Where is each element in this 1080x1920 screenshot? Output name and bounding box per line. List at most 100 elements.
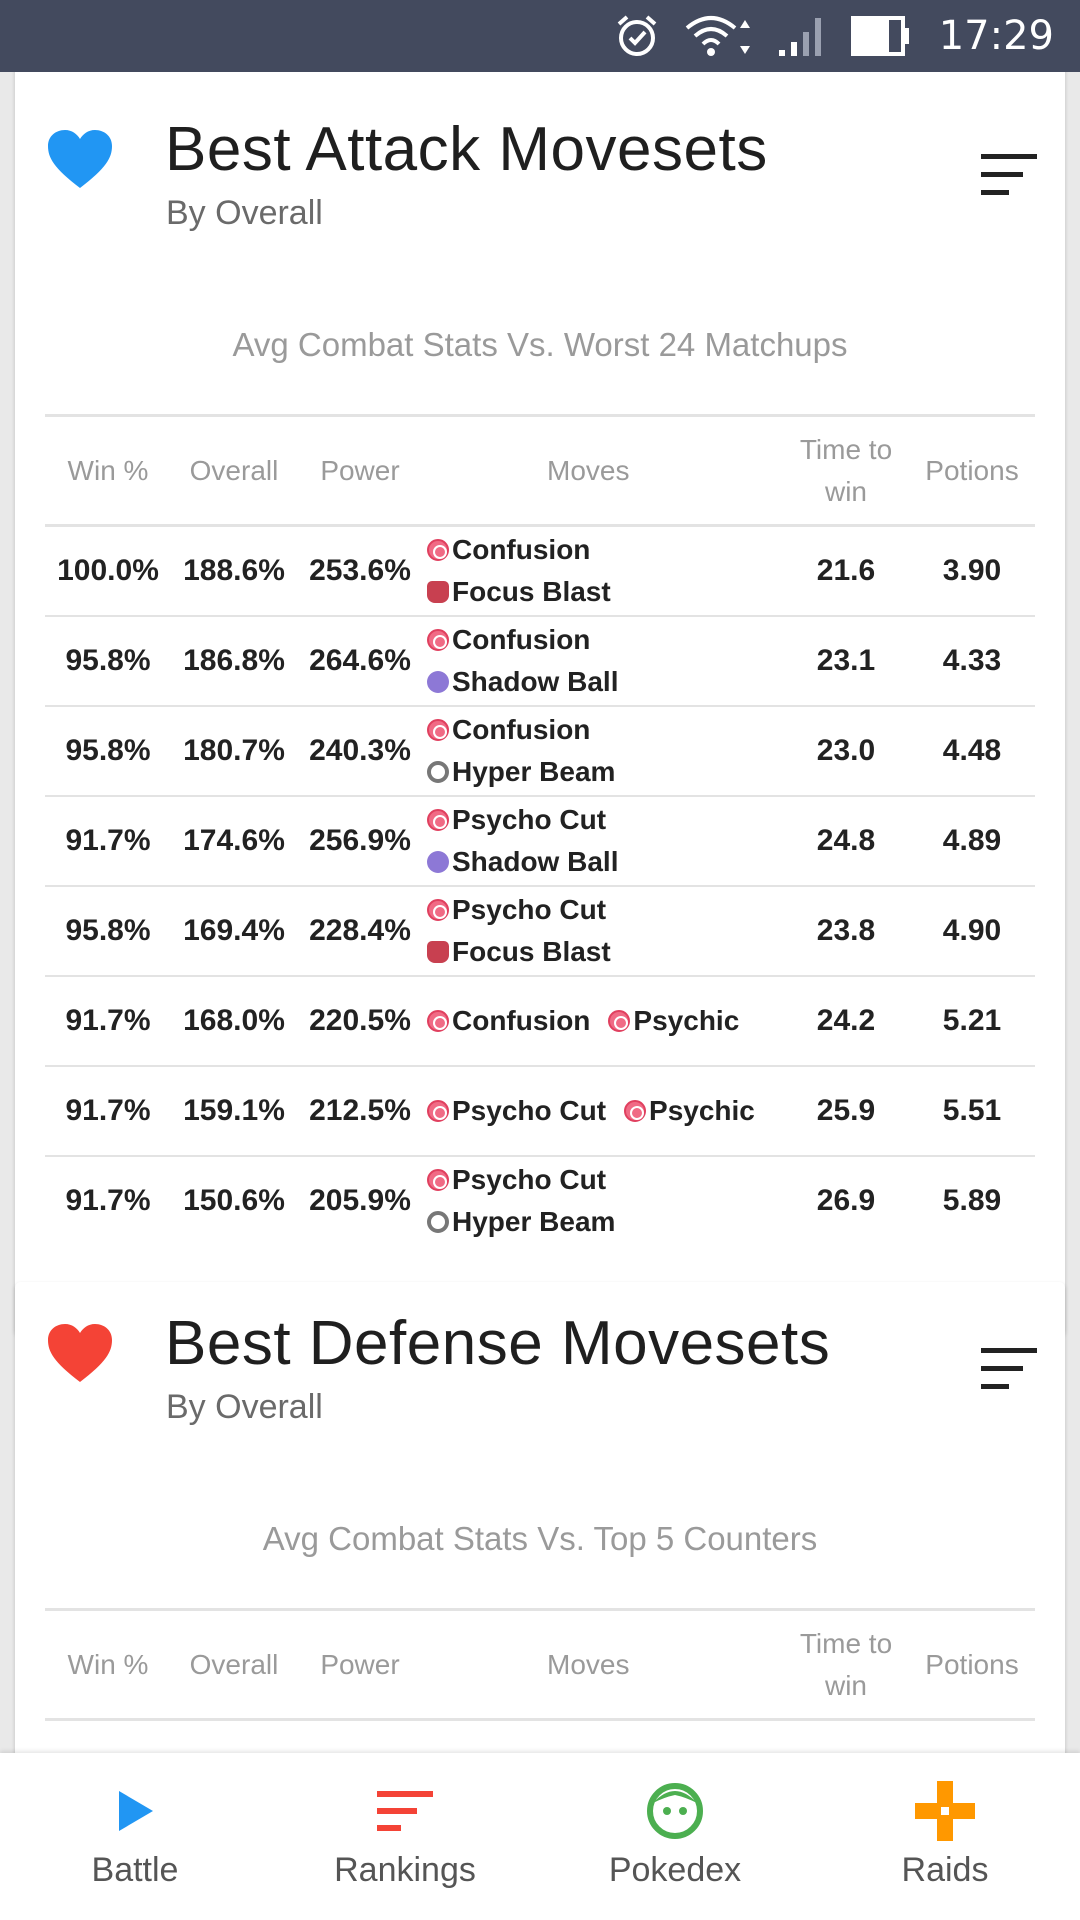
cell-win: 95.8% [45, 705, 171, 797]
table-row[interactable]: 91.7% 159.1% 212.5% Psycho Cut Psychic 25.9 5.… [45, 1065, 1035, 1157]
header-overall[interactable]: Overall [171, 1608, 297, 1721]
header-win[interactable]: Win % [45, 1608, 171, 1721]
charge-move: Hyper Beam [427, 751, 783, 793]
cell-time: 24.2 [783, 975, 909, 1067]
cell-time: 23.0 [783, 705, 909, 797]
psychic-type-icon [427, 1009, 449, 1032]
psychic-type-icon [608, 1009, 631, 1032]
cell-potions: 5.21 [909, 975, 1035, 1067]
cell-win: 95.8% [45, 885, 171, 977]
cell-moves: Confusion Hyper Beam [423, 705, 783, 797]
header-moves[interactable]: Moves [423, 1608, 783, 1721]
charge-move: Psychic [608, 1000, 739, 1042]
header-win[interactable]: Win % [45, 414, 171, 527]
cell-potions: 4.33 [909, 615, 1035, 707]
clock-time: 17:29 [938, 13, 1054, 59]
header-power[interactable]: Power [297, 1608, 423, 1721]
fast-move: Confusion [427, 619, 783, 661]
moveset-table: Win % Overall Power Moves Time to win Po… [45, 414, 1035, 1246]
header-time[interactable]: Time to win [783, 1608, 909, 1721]
header-potions[interactable]: Potions [909, 1608, 1035, 1721]
sort-icon[interactable] [981, 1348, 1037, 1390]
ghost-type-icon [427, 670, 449, 693]
move-label: Shadow Ball [452, 665, 619, 697]
fast-move: Psycho Cut [427, 889, 783, 931]
move-label: Confusion [452, 1004, 591, 1036]
cell-power: 220.5% [297, 975, 423, 1067]
cell-potions: 5.89 [942, 1184, 1002, 1217]
move-label: Hyper Beam [452, 755, 616, 787]
battery-icon [850, 14, 911, 58]
cell-time: 21.6 [783, 525, 909, 617]
ghost-type-icon [427, 850, 449, 873]
move-label: Psychic [649, 1094, 755, 1126]
table-row[interactable]: 91.7% 174.6% 256.9% Psycho Cut Shadow Ball 24… [45, 795, 1035, 887]
heart-icon [48, 1324, 112, 1382]
table-row[interactable]: 91.7% 150.6% 205.9% Psycho Cut Hyper Beam 26.… [45, 1156, 1035, 1246]
sort-icon[interactable] [981, 154, 1037, 196]
alarm-icon [613, 12, 661, 60]
cell-moves: Psycho Cut Focus Blast [423, 885, 783, 977]
normal-type-icon [427, 760, 449, 783]
fast-move: Confusion [427, 529, 783, 571]
move-label: Psycho Cut [452, 803, 607, 835]
fast-move: Confusion [427, 709, 783, 751]
cell-potions: 4.90 [909, 885, 1035, 977]
cell-moves: Psycho Cut Psychic [423, 1065, 783, 1157]
raids-cross-icon [913, 1781, 977, 1841]
move-label: Confusion [452, 713, 591, 745]
table-row[interactable]: 95.8% 169.4% 228.4% Psycho Cut Focus Blast 23… [45, 885, 1035, 977]
charge-move: Focus Blast [427, 931, 783, 973]
scroll-content[interactable]: Best Attack Movesets By Overall Avg Comb… [0, 72, 1080, 1753]
cell-power: 228.4% [297, 885, 423, 977]
table-row[interactable]: 95.8% 180.7% 240.3% Confusion Hyper Beam 23.0… [45, 705, 1035, 797]
card-caption: Avg Combat Stats Vs. Worst 24 Matchups [232, 326, 848, 363]
cell-power: 240.3% [297, 705, 423, 797]
table-row[interactable]: 95.8% 186.8% 264.6% Confusion Shadow Ball 23.… [45, 615, 1035, 707]
defense-movesets-card: Best Defense Movesets By Overall Avg Com… [15, 1282, 1065, 1753]
move-label: Hyper Beam [452, 1206, 616, 1237]
move-label: Focus Blast [452, 935, 611, 967]
cell-power: 264.6% [297, 615, 423, 707]
cell-time: 23.1 [783, 615, 909, 707]
cell-overall: 180.7% [171, 705, 297, 797]
status-bar: 17:29 [0, 0, 1080, 72]
psychic-type-icon [427, 538, 449, 561]
table-row[interactable]: 91.7% 168.0% 220.5% Confusion Psychic 24.2 5.2… [45, 975, 1035, 1067]
header-time[interactable]: Time to win [783, 414, 909, 527]
charge-move: Focus Blast [427, 571, 783, 613]
bottom-navigation: Battle Rankings Pokedex Raids [0, 1753, 1080, 1920]
cell-moves: Psycho Cut Shadow Ball [423, 795, 783, 887]
cell-moves: Psycho Cut Hyper Beam [423, 1156, 783, 1246]
nav-raids[interactable]: Raids [815, 1781, 1075, 1890]
play-icon [103, 1783, 167, 1839]
nav-pokedex[interactable]: Pokedex [545, 1783, 805, 1890]
nav-label: Pokedex [608, 1851, 742, 1889]
cell-win: 91.7% [45, 795, 171, 887]
move-pair: Confusion Psychic [427, 1000, 783, 1042]
nav-battle[interactable]: Battle [5, 1783, 265, 1890]
moveset-table: Win % Overall Power Moves Time to win Po… [45, 1608, 1035, 1721]
charge-move: Shadow Ball [427, 661, 783, 703]
psychic-type-icon [427, 898, 449, 921]
fast-move: Confusion [427, 1000, 590, 1042]
header-power[interactable]: Power [297, 414, 423, 527]
cell-power: 212.5% [297, 1065, 423, 1157]
wifi-icon [683, 12, 755, 60]
cell-time: 24.8 [783, 795, 909, 887]
fast-move: Psycho Cut [427, 1159, 783, 1201]
card-title: Best Defense Movesets [165, 1309, 831, 1378]
normal-type-icon [427, 1211, 449, 1233]
cell-overall: 169.4% [171, 885, 297, 977]
header-overall[interactable]: Overall [171, 414, 297, 527]
heart-icon [48, 130, 112, 188]
cell-overall: 188.6% [171, 525, 297, 617]
card-header: Best Attack Movesets By Overall [15, 72, 1065, 252]
table-row[interactable]: 100.0% 188.6% 253.6% Confusion Focus Blast 21… [45, 525, 1035, 617]
attack-movesets-card: Best Attack Movesets By Overall Avg Comb… [15, 72, 1065, 1335]
psychic-type-icon [624, 1099, 647, 1122]
header-potions[interactable]: Potions [909, 414, 1035, 527]
header-moves[interactable]: Moves [423, 414, 783, 527]
card-subtitle: By Overall [166, 1388, 323, 1426]
nav-rankings[interactable]: Rankings [275, 1783, 535, 1890]
